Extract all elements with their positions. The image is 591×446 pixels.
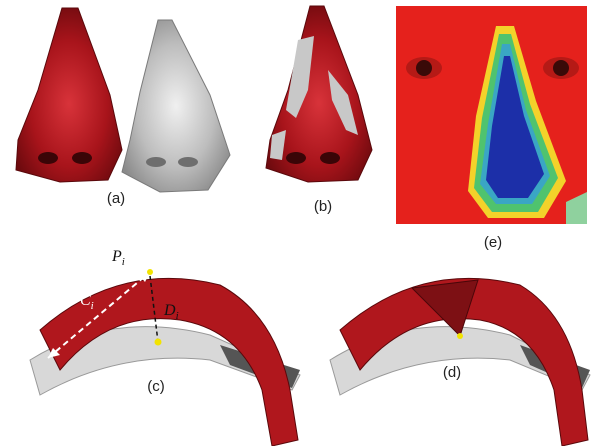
tent-tip-marker <box>457 333 463 339</box>
gray-patch-right <box>328 70 358 135</box>
panel-c: Pi Ci Di (c) <box>0 240 310 446</box>
panel-c-figure <box>29 269 301 446</box>
label-pi: Pi <box>112 248 125 269</box>
arrow-head-top <box>138 272 150 282</box>
gray-patch-lower <box>270 130 286 160</box>
panel-b: (b) <box>258 0 388 225</box>
gray-nose-nostril-left <box>146 157 166 167</box>
patched-nose-nostril-right <box>320 152 340 164</box>
red-nose-nostril-left <box>38 152 58 164</box>
point-pi-marker <box>147 269 153 275</box>
label-di: Di <box>164 302 179 323</box>
projection-point-marker <box>154 338 162 346</box>
red-surface-c <box>39 277 299 446</box>
arrow-head-bottom <box>48 348 60 358</box>
heatmap-green-corner <box>566 192 587 224</box>
gray-patch-left <box>286 36 314 118</box>
right-pupil <box>553 60 569 76</box>
panel-a: (a) <box>0 0 240 207</box>
panel-b-figure <box>265 5 373 183</box>
patched-nose-shape <box>265 5 373 183</box>
patched-nose-nostril-left <box>286 152 306 164</box>
panel-e: (e) <box>396 6 591 256</box>
panel-d-figure <box>329 277 591 446</box>
gray-nose-shape <box>121 19 231 193</box>
red-nose-shape <box>15 7 123 183</box>
red-nose-nostril-right <box>72 152 92 164</box>
tent-fold-d <box>410 279 479 337</box>
caption-d: (d) <box>442 364 462 381</box>
caption-c: (c) <box>147 378 165 395</box>
label-ci: Ci <box>80 292 94 313</box>
gray-nose-nostril-right <box>178 157 198 167</box>
caption-b: (b) <box>313 198 333 215</box>
panel-e-figure <box>396 6 587 224</box>
curve-arrow-ci <box>47 271 151 359</box>
panel-a-figure <box>15 7 231 193</box>
caption-a: (a) <box>106 190 126 207</box>
heatmap-nose-blue-core <box>486 56 544 198</box>
caption-e: (e) <box>483 234 503 251</box>
panel-d: (d) <box>300 240 591 446</box>
left-pupil <box>416 60 432 76</box>
red-surface-d <box>339 277 589 446</box>
